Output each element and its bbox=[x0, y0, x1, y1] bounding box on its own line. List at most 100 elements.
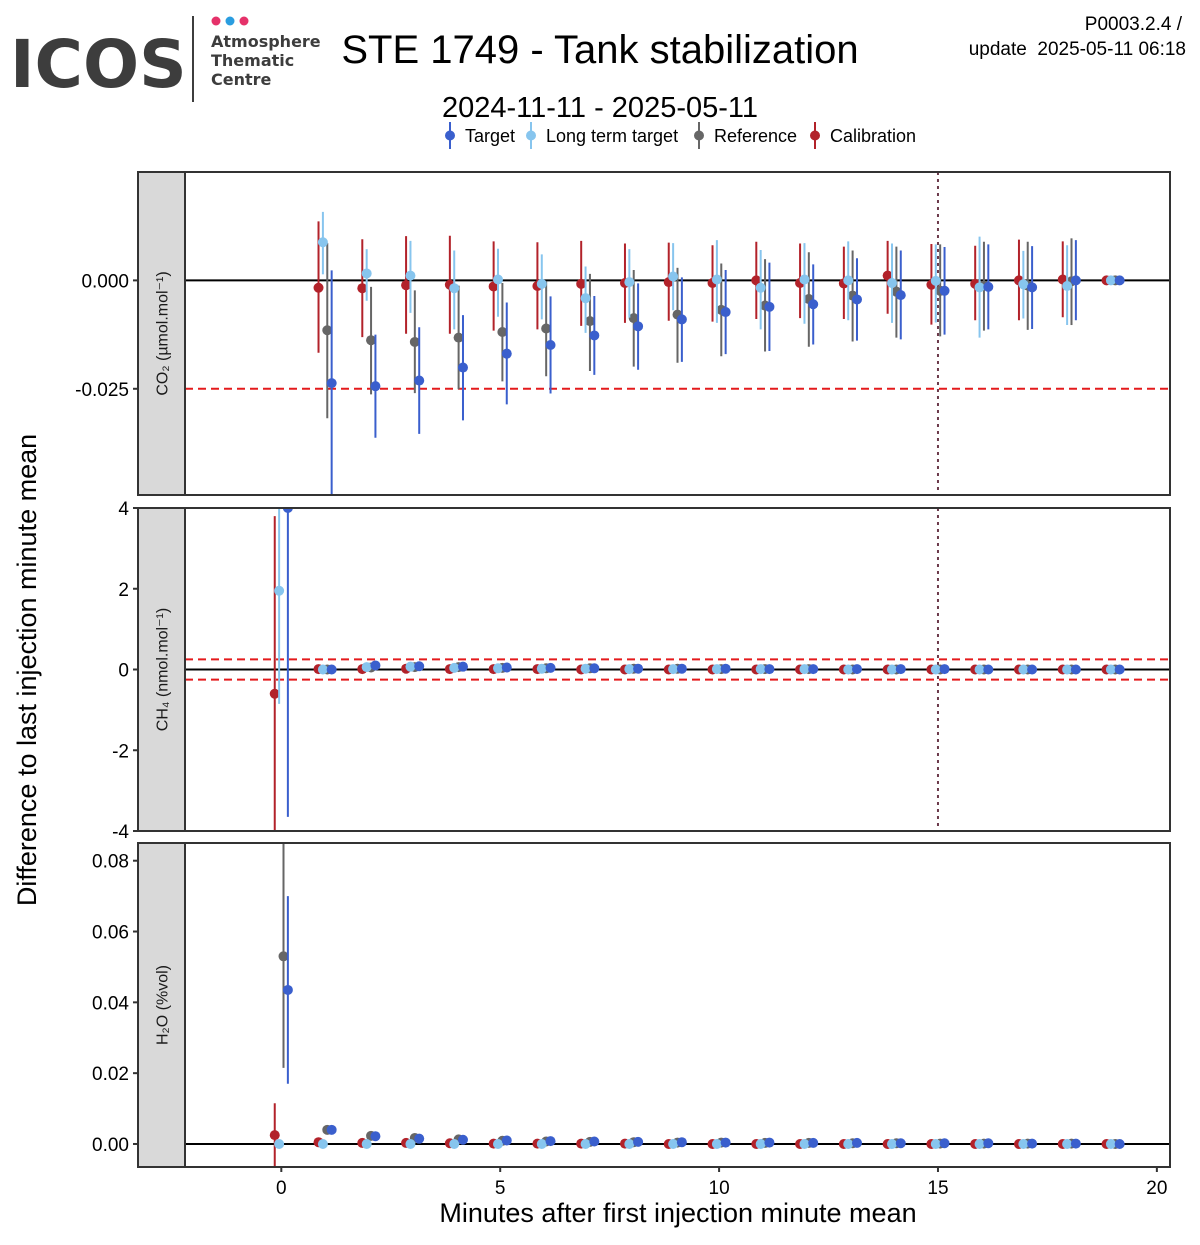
data-point bbox=[580, 1138, 591, 1149]
data-point bbox=[974, 282, 985, 293]
data-point bbox=[628, 313, 639, 324]
data-point bbox=[974, 664, 985, 675]
data-point bbox=[1062, 1138, 1073, 1149]
data-point bbox=[322, 325, 333, 336]
data-point bbox=[493, 274, 504, 285]
legend-swatch-point bbox=[694, 130, 704, 141]
data-point bbox=[1018, 1138, 1029, 1149]
data-point bbox=[1070, 664, 1081, 675]
data-point bbox=[501, 1135, 512, 1146]
data-point bbox=[720, 663, 731, 674]
data-point bbox=[1114, 664, 1125, 675]
logo-wordmark: ICOS bbox=[10, 26, 187, 103]
data-point bbox=[624, 1138, 635, 1149]
data-point bbox=[449, 283, 460, 294]
panel: H₂O (%vol) 0.08 0.06 0.04 0.02 0.00 bbox=[92, 842, 1171, 1168]
data-point bbox=[1105, 664, 1116, 675]
x-tick-label: 20 bbox=[1146, 1178, 1167, 1199]
data-point bbox=[326, 664, 337, 675]
data-point bbox=[843, 664, 854, 675]
data-point bbox=[457, 1134, 468, 1145]
panel-strip bbox=[137, 842, 186, 1168]
data-point bbox=[493, 663, 504, 674]
icos-logo: ICOS Atmosphere Thematic Centre bbox=[10, 16, 321, 103]
logo-line-2: Thematic bbox=[211, 51, 294, 70]
data-point bbox=[545, 662, 556, 673]
data-point bbox=[755, 282, 766, 293]
data-point bbox=[414, 375, 425, 386]
data-point bbox=[808, 299, 819, 310]
data-point bbox=[887, 277, 898, 288]
data-point bbox=[887, 664, 898, 675]
legend-label: Long term target bbox=[546, 126, 678, 146]
data-point bbox=[1114, 275, 1125, 286]
data-point bbox=[843, 1138, 854, 1149]
data-point bbox=[676, 663, 687, 674]
data-point bbox=[269, 1130, 280, 1141]
panels: CO₂ (µmol.mol⁻¹) 0.000 -0.025 CH₄ (nmol.mol… bbox=[75, 171, 1171, 1168]
x-tick-label: 0 bbox=[276, 1178, 287, 1199]
data-point bbox=[930, 275, 941, 286]
panel-strip bbox=[137, 171, 186, 496]
data-point bbox=[405, 661, 416, 672]
data-point bbox=[326, 1124, 337, 1135]
data-point bbox=[414, 1133, 425, 1144]
data-point bbox=[366, 335, 377, 346]
data-point bbox=[851, 294, 862, 305]
legend-swatch-point bbox=[810, 130, 820, 141]
data-point bbox=[536, 663, 547, 674]
data-point bbox=[799, 664, 810, 675]
legend-swatch-point bbox=[445, 130, 455, 141]
data-point bbox=[584, 316, 595, 327]
data-point bbox=[361, 268, 372, 279]
data-point bbox=[370, 1131, 381, 1142]
data-point bbox=[939, 1138, 950, 1149]
data-point bbox=[676, 1137, 687, 1148]
data-point bbox=[711, 1138, 722, 1149]
y-tick-label: -0.025 bbox=[75, 380, 129, 401]
logo-dot bbox=[225, 16, 235, 26]
data-point bbox=[409, 336, 420, 347]
data-point bbox=[939, 285, 950, 296]
data-point bbox=[930, 1138, 941, 1149]
data-point bbox=[414, 661, 425, 672]
data-point bbox=[589, 330, 600, 341]
data-point bbox=[895, 290, 906, 301]
panel-background bbox=[185, 843, 1170, 1167]
data-point bbox=[457, 362, 468, 373]
data-point bbox=[764, 664, 775, 675]
data-point bbox=[882, 270, 893, 281]
legend-label: Target bbox=[465, 126, 515, 146]
x-tick-label: 5 bbox=[495, 1178, 506, 1199]
data-point bbox=[326, 378, 337, 389]
data-point bbox=[576, 278, 587, 289]
data-point bbox=[401, 280, 412, 291]
data-point bbox=[1027, 1138, 1038, 1149]
y-tick-label: 0.000 bbox=[81, 271, 129, 292]
data-point bbox=[668, 271, 679, 282]
data-point bbox=[449, 1138, 460, 1149]
data-point bbox=[668, 1138, 679, 1149]
data-point bbox=[449, 662, 460, 673]
data-point bbox=[851, 1137, 862, 1148]
x-tick-label: 10 bbox=[709, 1178, 730, 1199]
panel-strip-label: CH₄ (nmol.mol⁻¹) bbox=[155, 608, 172, 731]
data-point bbox=[711, 664, 722, 675]
data-point bbox=[282, 984, 293, 995]
panel-strip-label: CO₂ (µmol.mol⁻¹) bbox=[155, 271, 172, 395]
panel: CO₂ (µmol.mol⁻¹) 0.000 -0.025 bbox=[75, 171, 1171, 496]
data-point bbox=[313, 282, 324, 293]
data-point bbox=[1105, 1138, 1116, 1149]
data-point bbox=[895, 1138, 906, 1149]
data-point bbox=[278, 951, 289, 962]
panel: CH₄ (nmol.mol⁻¹) 4 2 0 -2 -4 bbox=[112, 499, 1171, 843]
data-point bbox=[843, 275, 854, 286]
data-point bbox=[755, 664, 766, 675]
data-point bbox=[545, 339, 556, 350]
data-point bbox=[501, 662, 512, 673]
logo-line-1: Atmosphere bbox=[211, 32, 321, 51]
data-point bbox=[851, 664, 862, 675]
data-point bbox=[720, 307, 731, 318]
panel-border bbox=[184, 171, 1171, 496]
